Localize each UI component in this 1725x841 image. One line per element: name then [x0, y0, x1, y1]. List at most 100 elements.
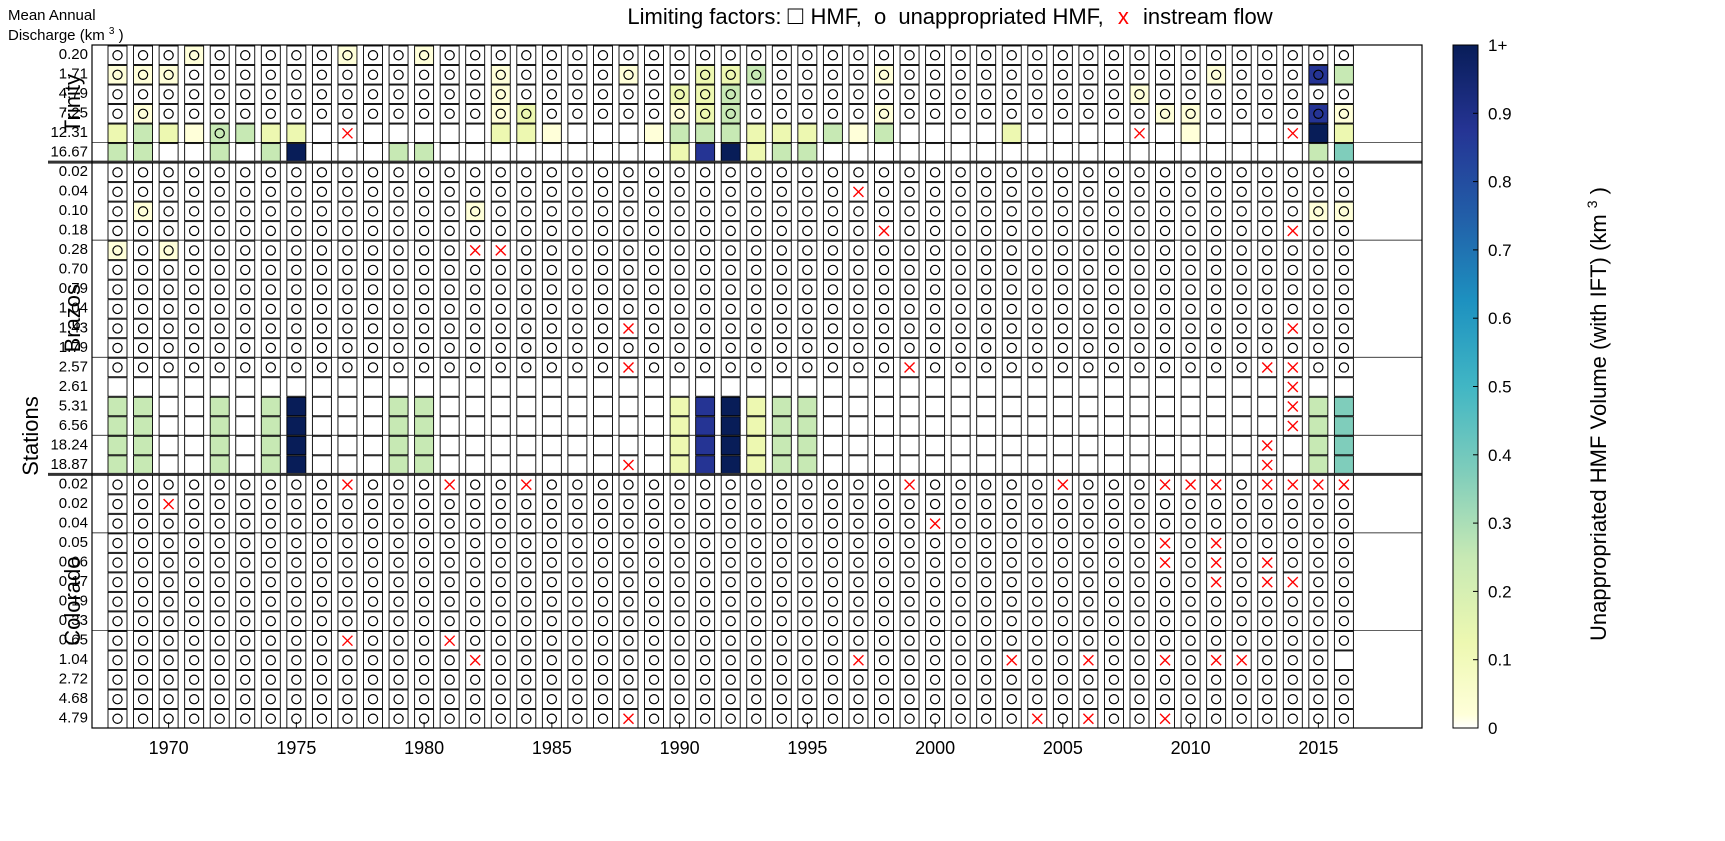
unappropriated-marker — [1057, 342, 1069, 354]
unappropriated-marker — [1159, 323, 1171, 334]
unappropriated-marker — [904, 264, 915, 276]
unappropriated-marker — [802, 557, 813, 568]
unappropriated-marker — [495, 323, 506, 334]
unappropriated-marker — [112, 50, 123, 61]
unappropriated-marker — [265, 167, 276, 178]
heatmap-cell — [1308, 455, 1329, 475]
heatmap-cell — [158, 513, 179, 534]
heatmap-cell — [1257, 494, 1278, 514]
heatmap-cell — [874, 260, 894, 280]
heatmap-cell — [1180, 162, 1201, 183]
heatmap-cell — [976, 221, 997, 241]
unappropriated-marker — [112, 284, 123, 295]
unappropriated-marker — [240, 362, 251, 373]
instream-flow-marker — [1287, 225, 1299, 237]
heatmap-cell — [1180, 143, 1201, 163]
heatmap-cell — [567, 494, 588, 514]
unappropriated-marker — [725, 518, 736, 529]
unappropriated-marker — [418, 206, 430, 217]
instream-flow-marker — [1082, 654, 1094, 666]
heatmap-cell — [1206, 455, 1227, 475]
unappropriated-marker — [929, 615, 941, 627]
heatmap-cell — [1129, 435, 1150, 456]
unappropriated-marker — [1032, 635, 1043, 646]
unappropriated-marker — [1185, 50, 1196, 61]
heatmap-cell — [771, 123, 792, 144]
unappropriated-marker — [674, 576, 685, 588]
heatmap-cell — [1001, 299, 1022, 319]
unappropriated-marker — [1134, 108, 1145, 120]
unappropriated-marker — [316, 518, 328, 529]
instream-flow-marker — [1134, 127, 1145, 139]
unappropriated-marker — [1338, 167, 1350, 178]
unappropriated-marker — [444, 596, 455, 607]
unappropriated-marker — [1236, 108, 1247, 120]
unappropriated-marker — [1032, 479, 1043, 490]
heatmap-cell — [337, 182, 358, 202]
instream-flow-marker — [1261, 440, 1273, 452]
unappropriated-marker — [1287, 557, 1299, 568]
unappropriated-marker — [878, 362, 890, 373]
unappropriated-marker — [214, 557, 225, 568]
instream-flow-marker — [444, 479, 456, 491]
heatmap-cell — [516, 201, 537, 222]
heatmap-cell — [1180, 416, 1201, 436]
unappropriated-marker — [725, 264, 736, 276]
unappropriated-marker — [648, 284, 660, 295]
unappropriated-marker — [367, 50, 379, 61]
heatmap-cell — [439, 162, 460, 183]
heatmap-cell — [414, 572, 435, 592]
heatmap-cell — [516, 650, 537, 670]
instream-flow-marker — [1261, 576, 1273, 588]
heatmap-cell — [107, 455, 128, 475]
unappropriated-marker — [751, 264, 762, 276]
unappropriated-marker — [316, 615, 328, 627]
heatmap-cell — [516, 572, 537, 592]
unappropriated-marker — [929, 557, 941, 568]
unappropriated-marker — [137, 245, 149, 256]
unappropriated-marker — [1134, 498, 1145, 510]
heatmap-cell — [184, 45, 205, 65]
unappropriated-marker — [265, 635, 276, 646]
unappropriated-marker — [802, 537, 813, 549]
heatmap-cell — [516, 240, 537, 261]
heatmap-cell — [593, 143, 613, 163]
heatmap-cell — [1282, 240, 1303, 261]
unappropriated-marker — [1262, 674, 1273, 685]
heatmap-cell — [797, 552, 818, 573]
unappropriated-marker — [751, 694, 762, 705]
heatmap-cell — [1206, 318, 1227, 339]
heatmap-cell — [899, 494, 920, 514]
heatmap-cell — [209, 162, 230, 183]
heatmap-cell — [209, 533, 230, 553]
heatmap-cell — [414, 611, 435, 631]
unappropriated-marker — [802, 186, 813, 198]
heatmap-cell — [593, 318, 613, 339]
heatmap-cell — [720, 65, 741, 85]
heatmap-cell — [899, 221, 920, 241]
heatmap-cell — [490, 65, 511, 85]
unappropriated-marker — [1338, 303, 1350, 315]
heatmap-cell — [771, 84, 792, 104]
heatmap-cell — [541, 533, 562, 553]
heatmap-cell — [1180, 572, 1201, 592]
unappropriated-marker — [674, 537, 685, 549]
unappropriated-marker — [316, 89, 328, 100]
heatmap-cell — [235, 201, 256, 222]
unappropriated-marker — [1236, 518, 1247, 529]
unappropriated-marker — [725, 537, 736, 549]
heatmap-cell — [567, 689, 588, 709]
heatmap-cell — [414, 162, 435, 183]
unappropriated-marker — [572, 557, 583, 568]
heatmap-cell — [1206, 65, 1227, 85]
unappropriated-marker — [240, 264, 251, 276]
unappropriated-marker — [495, 167, 506, 178]
unappropriated-marker — [163, 362, 174, 373]
unappropriated-marker — [981, 342, 992, 354]
cross-stroke — [1287, 479, 1299, 491]
unappropriated-marker — [1159, 284, 1171, 295]
unappropriated-marker — [597, 615, 609, 627]
unappropriated-marker — [1006, 303, 1017, 315]
heatmap-cell — [618, 630, 639, 651]
heatmap-cell — [439, 182, 460, 202]
